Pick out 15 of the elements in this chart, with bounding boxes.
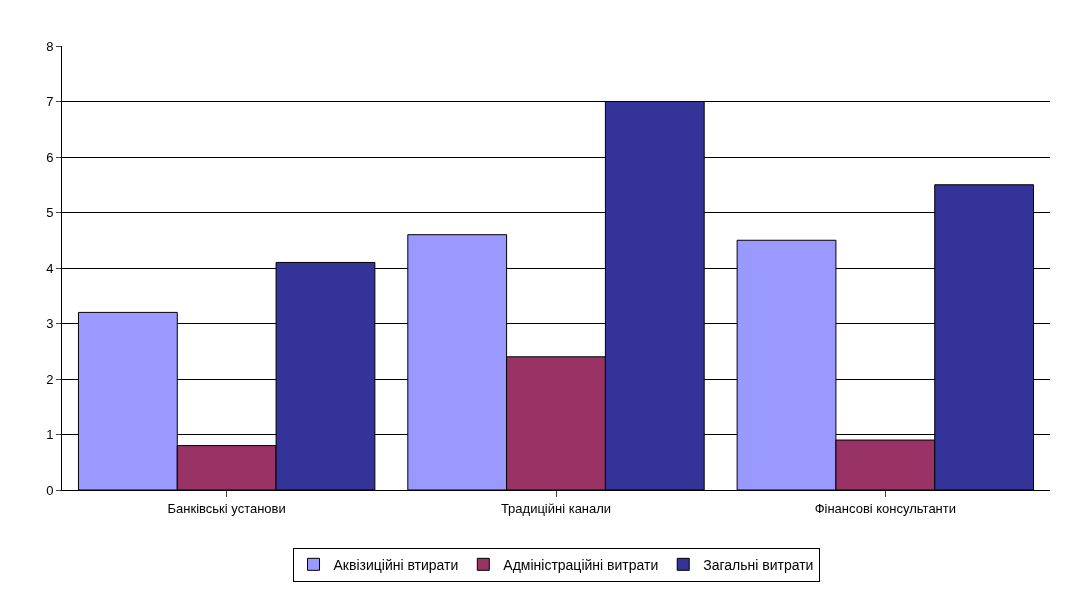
y-tick-label: 5 (46, 205, 54, 221)
y-tick-label: 2 (46, 371, 54, 387)
legend-label: Аквізиційні втирати (333, 556, 459, 573)
y-tick-label: 7 (46, 94, 54, 110)
x-tick-label: Банківські установи (167, 500, 286, 516)
y-tick-label: 1 (46, 427, 54, 443)
y-tick-label: 4 (46, 260, 54, 276)
legend-label: Загальні витрати (703, 556, 814, 573)
y-tick-label: 0 (46, 482, 54, 498)
x-tick-label: Традиційні канали (500, 500, 612, 516)
y-tick-label: 3 (46, 316, 54, 332)
y-tick-label: 8 (46, 38, 54, 54)
x-tick-label: Фінансові консультанти (814, 500, 957, 516)
legend-label: Адміністраційні витрати (503, 556, 659, 573)
y-tick-label: 6 (46, 149, 54, 165)
